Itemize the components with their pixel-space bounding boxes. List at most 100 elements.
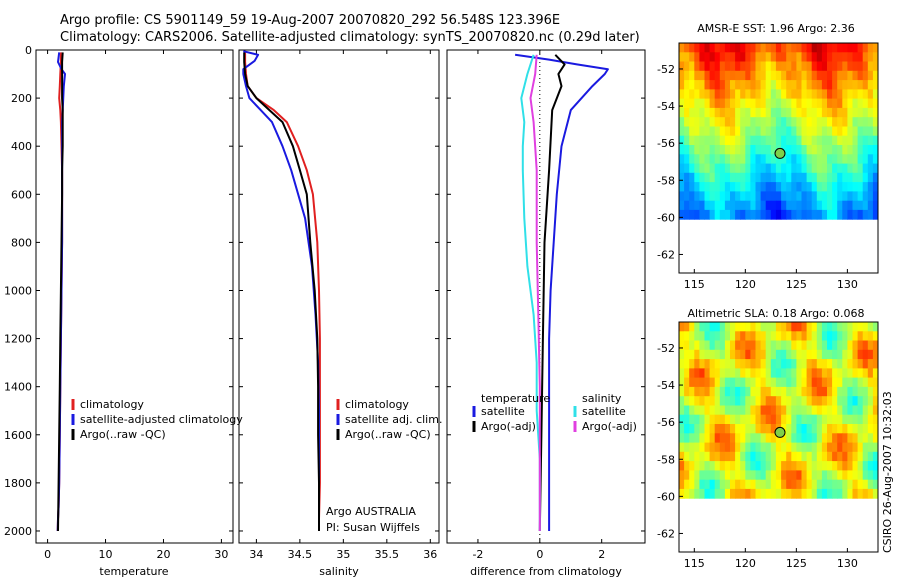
sst-map-xtick-label: 125 — [786, 278, 807, 291]
sla-map-cell — [857, 424, 864, 434]
sst-map-cell — [745, 107, 751, 118]
sla-map-cell — [684, 377, 690, 388]
sst-map-cell — [847, 209, 853, 220]
sla-map-cell — [872, 322, 878, 332]
sla-map-cell — [740, 461, 746, 471]
sla-map-cell — [724, 470, 731, 481]
sla-map-cell — [862, 331, 869, 342]
sst-map-cell — [745, 200, 751, 211]
sla-map-cell — [745, 349, 751, 360]
sst-map-cell — [791, 52, 797, 63]
sla-map-cell — [684, 470, 690, 481]
sst-map-cell — [689, 80, 695, 90]
sst-map-cell — [699, 52, 705, 63]
sst-map-cell — [745, 154, 751, 165]
sla-map-cell — [806, 405, 813, 416]
sst-map-cell — [821, 172, 828, 183]
sst-map-cell — [775, 98, 782, 109]
sla-map-cell — [811, 451, 818, 462]
sla-map-cell — [791, 451, 797, 462]
salinity-legend-argo: Argo(..raw -QC) — [345, 428, 431, 441]
sla-map-cell — [750, 340, 756, 351]
sla-map-cell — [781, 368, 787, 379]
sla-map-cell — [847, 442, 853, 453]
sla-map-cell — [755, 479, 762, 490]
sst-map-cell — [770, 154, 777, 165]
sla-map-cell — [837, 386, 843, 397]
sst-map-cell — [689, 191, 695, 202]
sst-map-cell — [837, 135, 843, 146]
sla-map-cell — [699, 359, 705, 369]
sst-map-cell — [847, 154, 853, 165]
sla-map-cell — [704, 386, 711, 397]
sla-map-cell — [857, 322, 864, 332]
sst-map-cell — [801, 107, 808, 118]
sla-map-cell — [689, 424, 695, 434]
sst-map-cell — [689, 70, 695, 81]
sla-map-cell — [719, 396, 726, 406]
sla-map-cell — [821, 479, 828, 490]
sla-map-cell — [735, 386, 741, 397]
sst-map-cell — [827, 154, 833, 165]
sst-map-cell — [832, 172, 838, 183]
sla-map-cell — [709, 377, 716, 388]
sst-map-cell — [872, 145, 878, 155]
temperature-series — [56, 52, 66, 532]
sla-map-cell — [811, 396, 818, 406]
sst-map-cell — [709, 43, 716, 53]
sst-map-cell — [847, 52, 853, 63]
sst-map-cell — [872, 52, 878, 63]
sla-map-cell — [862, 368, 869, 379]
sla-map-cell — [821, 414, 828, 425]
difference-series-salinity-salinity_argo — [529, 54, 541, 531]
sla-map-cell — [786, 340, 792, 351]
sla-map-cell — [832, 451, 838, 462]
sla-map-cell — [709, 414, 716, 425]
sla-map-cell — [730, 451, 736, 462]
sla-map-cell — [847, 340, 853, 351]
sla-map-argo-marker-layer — [774, 426, 786, 438]
sla-map-cell — [760, 349, 767, 360]
sst-map-cell — [694, 43, 700, 53]
sst-map-cell — [750, 107, 756, 118]
sla-map-cell — [770, 451, 777, 462]
sst-map-cell — [724, 191, 731, 202]
sst-map-cell — [704, 98, 711, 109]
sla-map-cell — [806, 368, 813, 379]
sla-map-cell — [750, 386, 756, 397]
sst-map-cell — [852, 172, 859, 183]
sla-map-cell — [750, 442, 756, 453]
sst-map-cell — [775, 163, 782, 174]
sst-map-cell — [760, 172, 767, 183]
sla-map-cell — [724, 488, 731, 499]
sst-map-cell — [745, 209, 751, 220]
sla-map-cell — [775, 470, 782, 481]
sla-map-cell — [694, 331, 700, 342]
sla-map-cell — [770, 479, 777, 490]
sst-map-cell — [872, 163, 878, 174]
sla-map-cell — [755, 340, 762, 351]
sla-map-cell — [699, 340, 705, 351]
sst-map-cell — [699, 107, 705, 118]
sst-map-cell — [735, 126, 741, 137]
sst-map-cell — [842, 135, 848, 146]
sla-map-cell — [832, 340, 838, 351]
sla-map-cell — [872, 488, 878, 499]
sla-map-cell — [730, 386, 736, 397]
sst-map-cell — [796, 191, 802, 202]
sst-map-cell — [689, 89, 695, 100]
sst-map-cell — [714, 107, 721, 118]
sst-map-cell — [719, 209, 726, 220]
sla-map-cell — [679, 442, 685, 453]
sst-map-cell — [740, 98, 746, 109]
sla-map-cell — [832, 405, 838, 416]
sla-map-cell — [796, 322, 802, 332]
sla-map-cell — [786, 322, 792, 332]
sst-map-xtick-label: 130 — [837, 278, 858, 291]
sst-map-cell — [872, 89, 878, 100]
sla-map-cell — [714, 414, 721, 425]
sst-map-cell — [775, 209, 782, 220]
sst-map-cell — [765, 98, 772, 109]
sla-map-cell — [827, 451, 833, 462]
sst-map-cell — [714, 52, 721, 63]
